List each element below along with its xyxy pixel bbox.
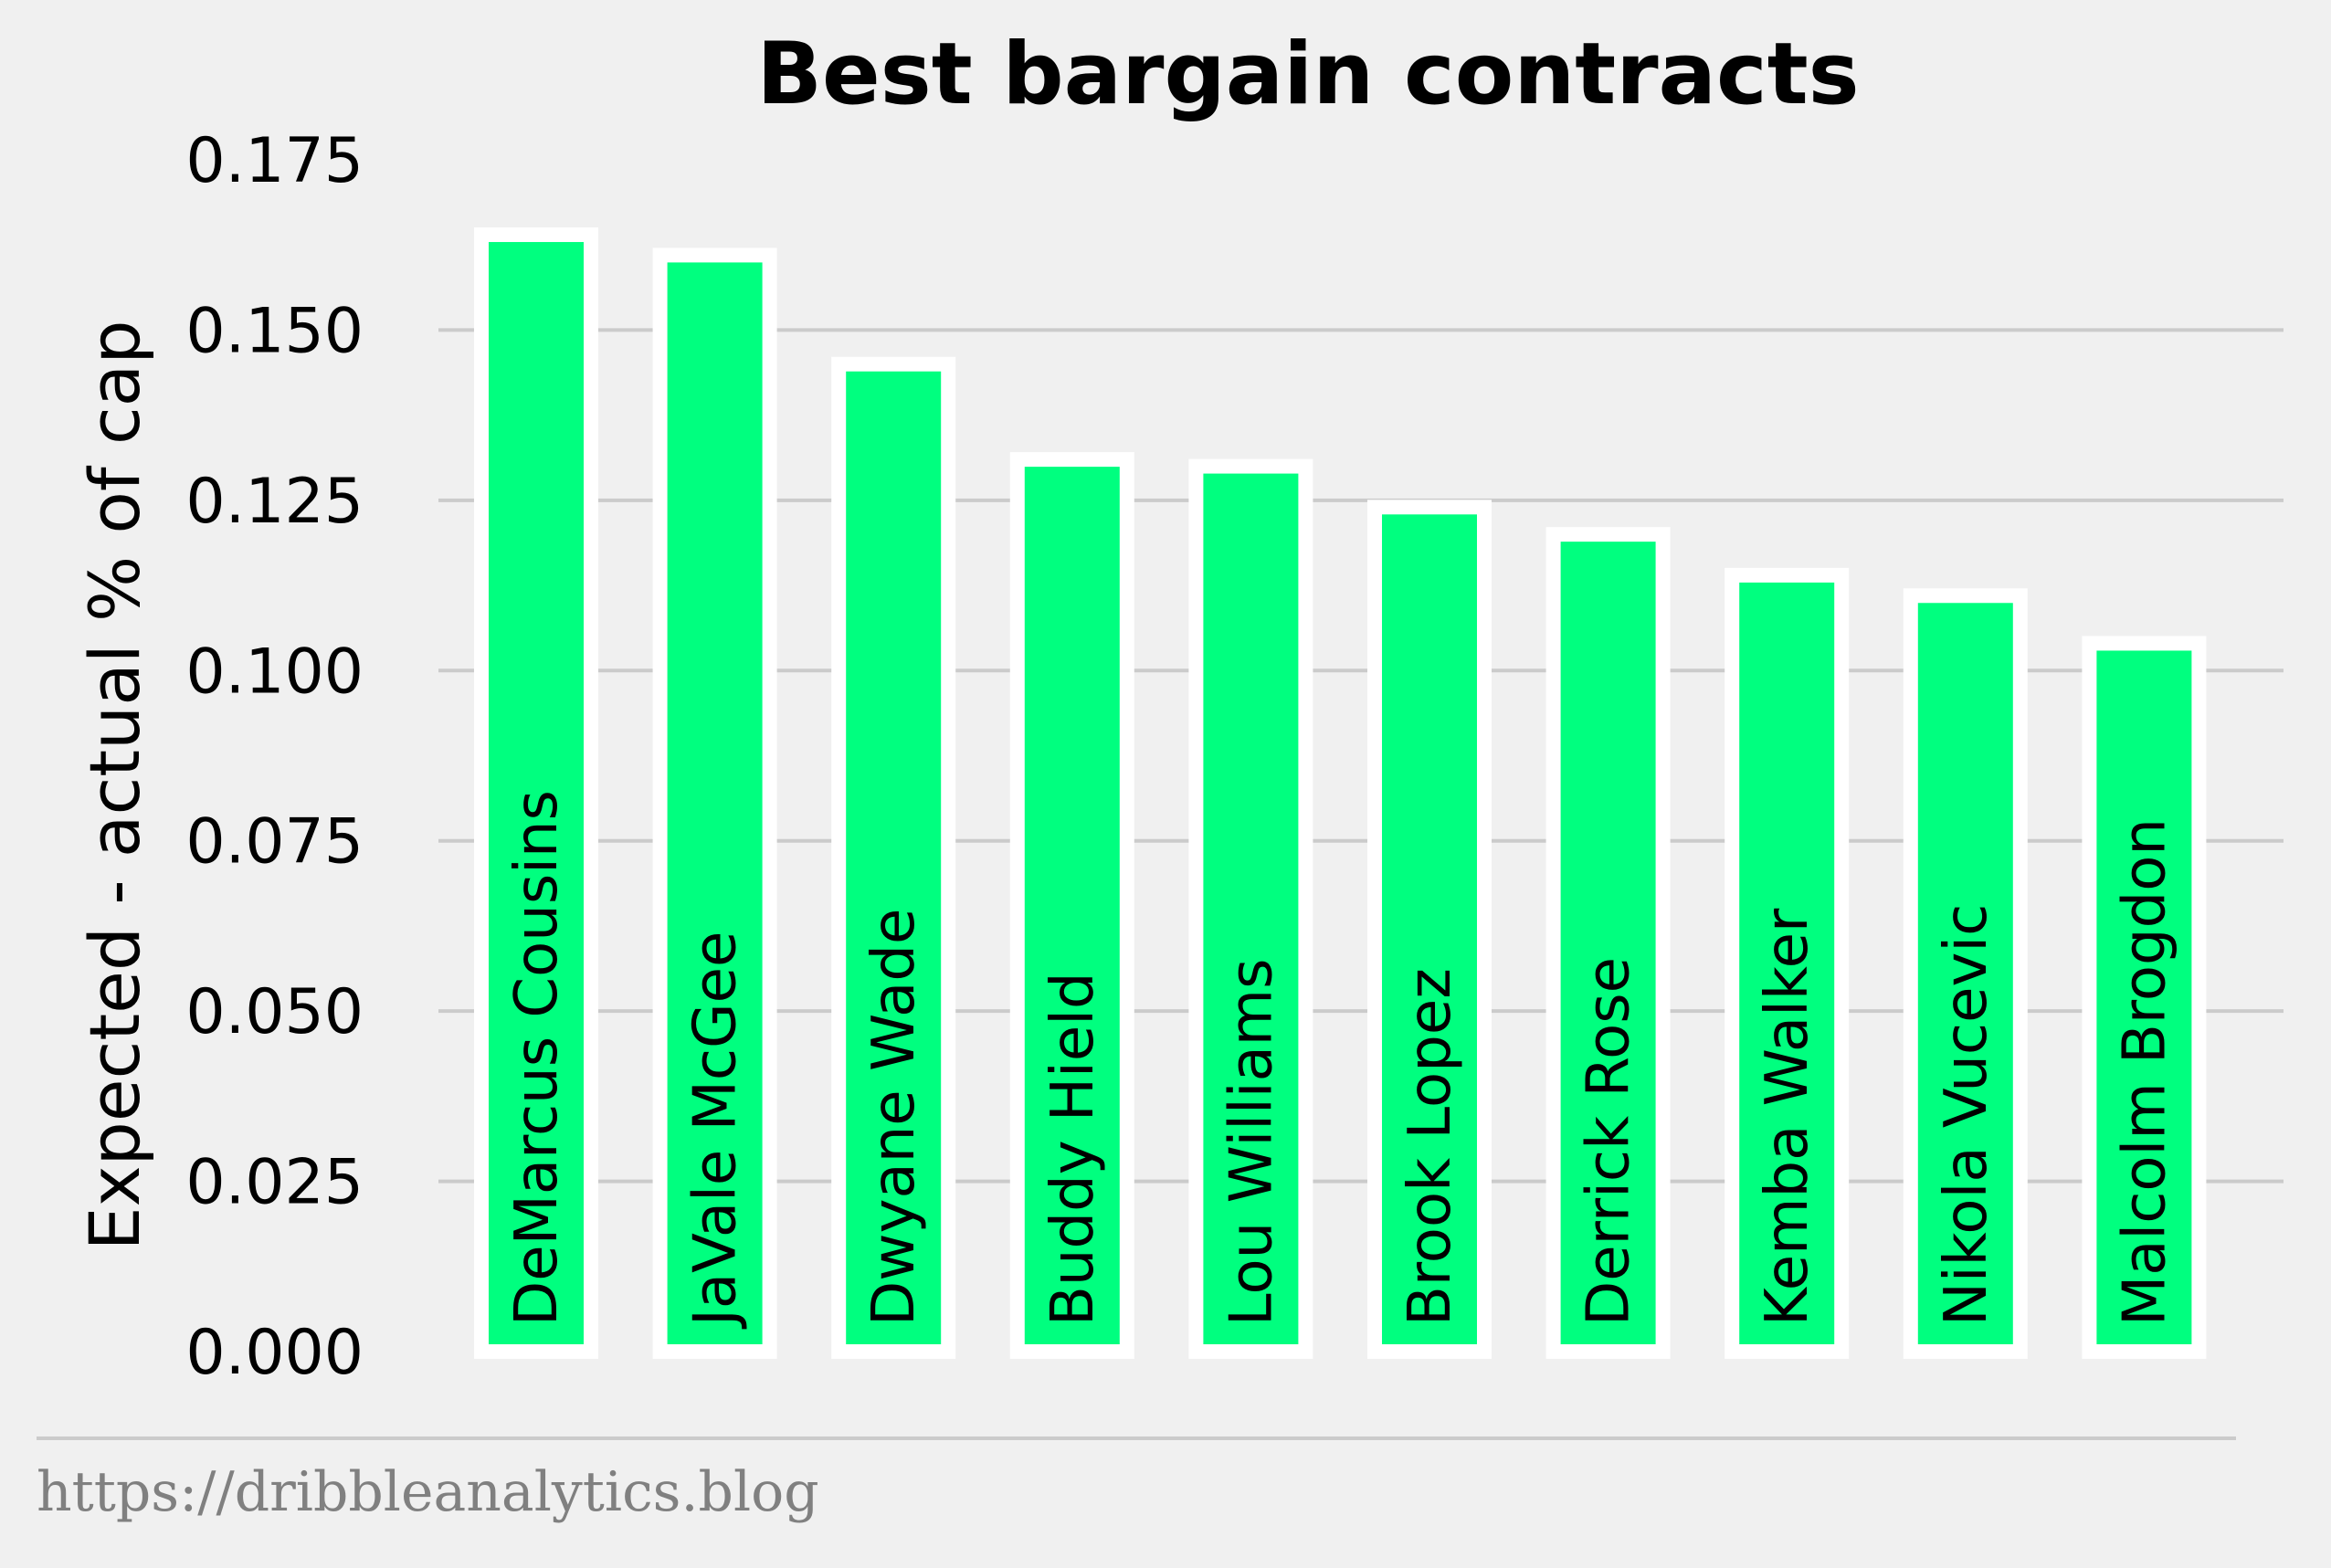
bar (1188, 458, 1313, 1360)
bar-label: JaVale McGee (682, 931, 750, 1330)
y-tick-label: 0.025 (185, 1147, 364, 1219)
bar (474, 227, 598, 1359)
bar-label: Nikola Vucevic (1933, 904, 2000, 1326)
bar-label: Dwyane Wade (860, 909, 928, 1326)
bar-label: Buddy Hield (1039, 972, 1107, 1326)
bar-label: Malcolm Brogdon (2111, 818, 2178, 1326)
y-tick-label: 0.150 (185, 295, 364, 367)
bar (1545, 527, 1671, 1359)
bar-label: Derrick Rose (1576, 957, 1643, 1326)
y-tick-label: 0.175 (185, 125, 364, 197)
bar (1367, 500, 1492, 1359)
y-tick-label: 0.050 (185, 976, 364, 1048)
bar (1009, 452, 1134, 1360)
y-tick-label: 0.075 (185, 806, 364, 879)
y-tick-label: 0.100 (185, 636, 364, 708)
chart-title: Best bargain contracts (756, 25, 1859, 124)
y-axis-label: Expected - actual % of cap (74, 321, 155, 1251)
bar (1725, 567, 1850, 1359)
source-url[interactable]: https://dribbleanalytics.blog (37, 1460, 819, 1524)
bar (2082, 636, 2207, 1359)
bar-label: DeMarcus Cousins (503, 790, 571, 1326)
bar-label: Brook Lopez (1397, 968, 1464, 1326)
bar (652, 247, 777, 1359)
bar-labels: DeMarcus Cousins JaVale McGee Dwyane Wade B… (503, 790, 2178, 1330)
bar (1903, 588, 2028, 1359)
bars (474, 227, 2207, 1360)
bar-label: Lou Williams (1218, 959, 1285, 1327)
bar (831, 356, 956, 1360)
bar-label: Kemba Walker (1754, 908, 1821, 1326)
y-tick-label: 0.000 (185, 1317, 364, 1389)
y-tick-label: 0.125 (185, 466, 364, 538)
y-axis-ticks: 0.000 0.025 0.050 0.075 0.100 0.125 0.150 0.175 (185, 125, 364, 1389)
